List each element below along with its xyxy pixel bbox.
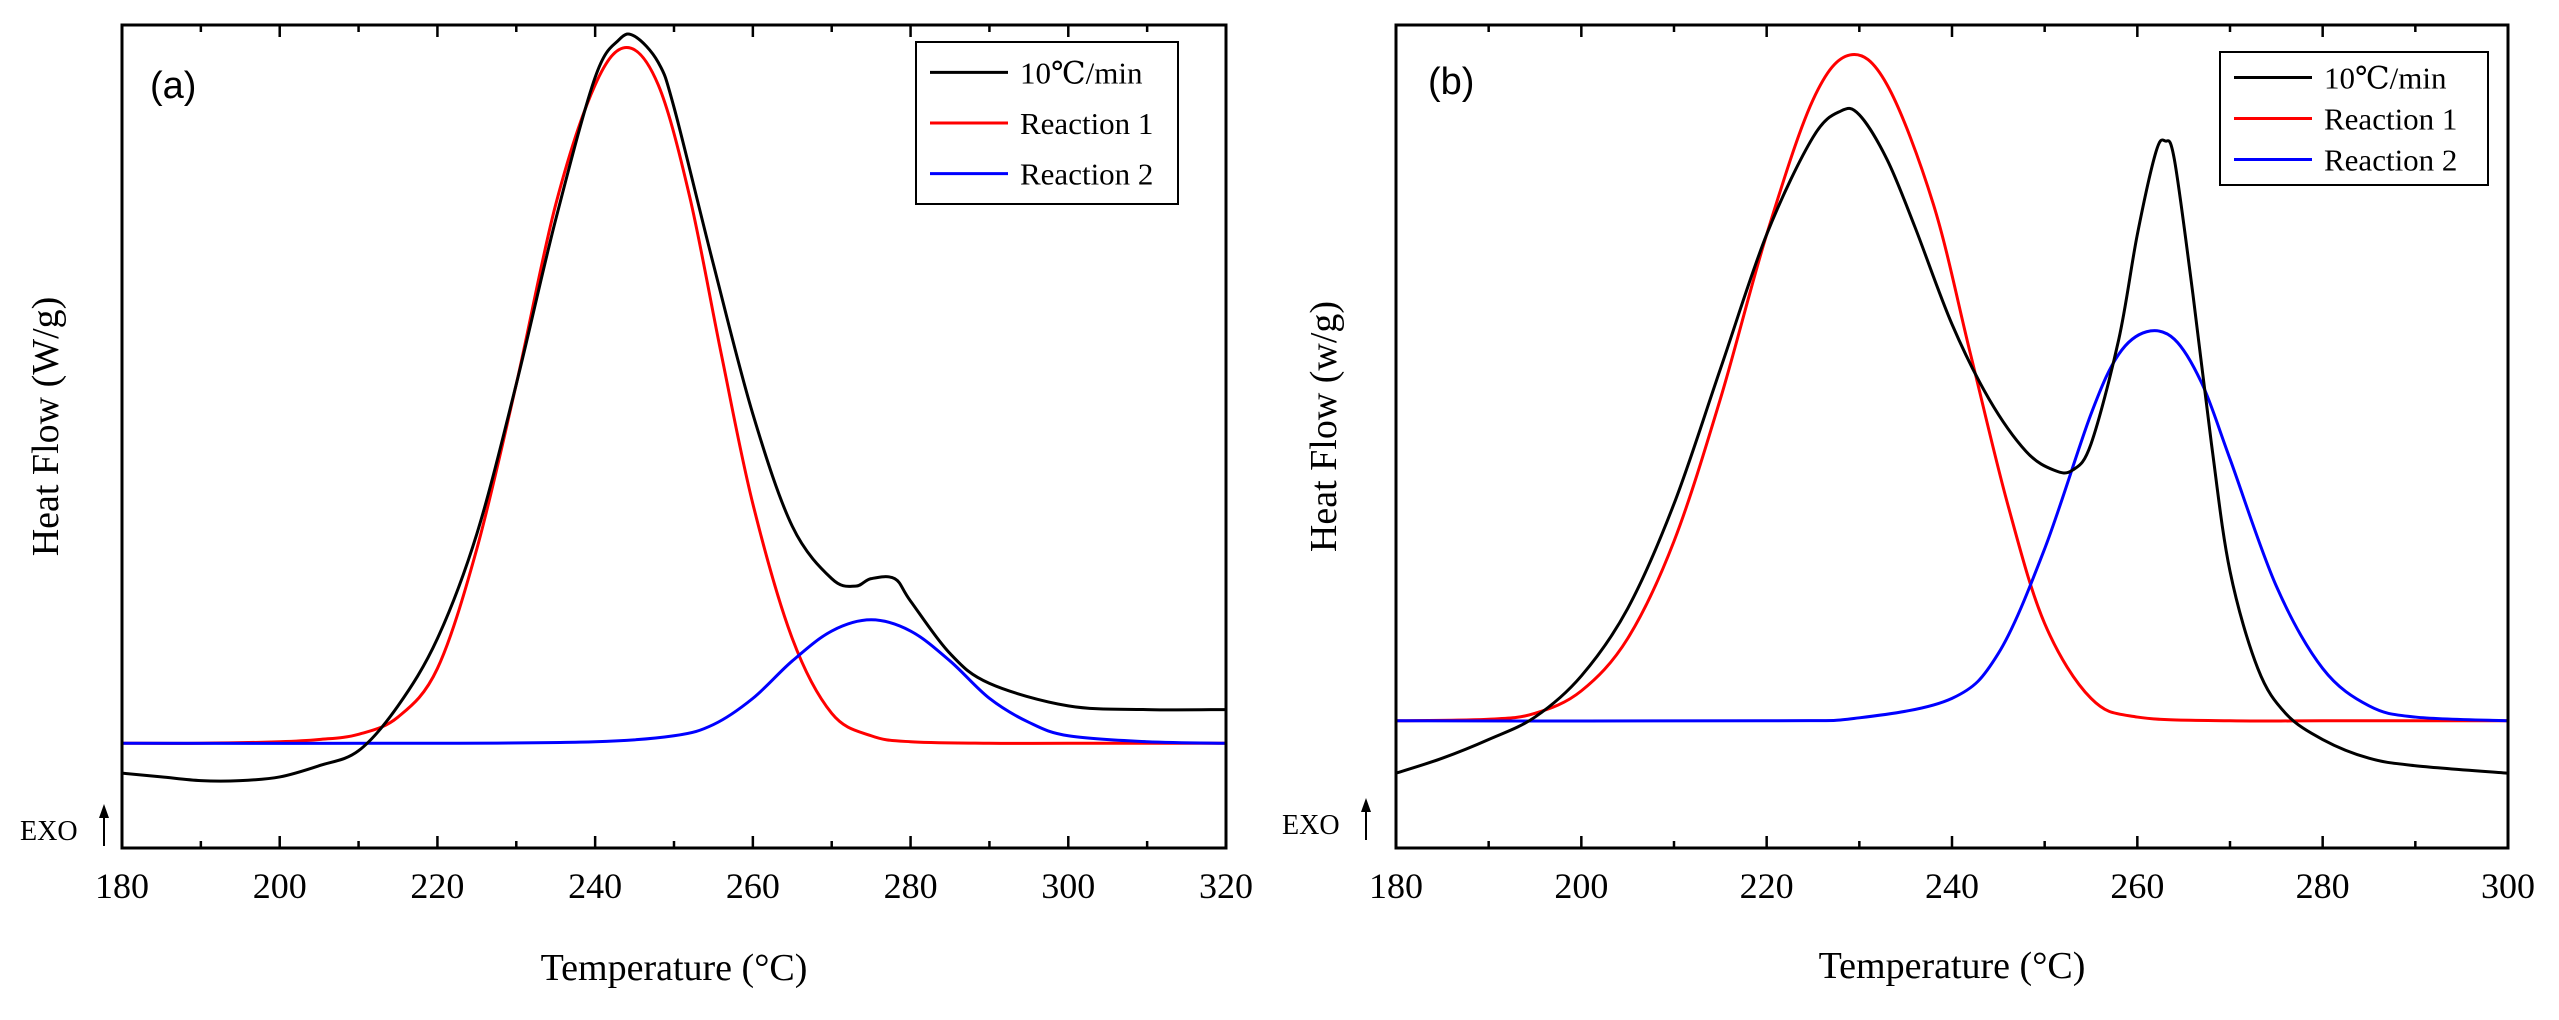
x-tick-label: 320	[1199, 866, 1253, 906]
x-tick-label: 220	[410, 866, 464, 906]
legend-entry: 10℃/min	[2324, 61, 2447, 96]
y-axis-label: Heat Flow (w/g)	[1303, 301, 1345, 552]
legend-entry: Reaction 2	[2324, 143, 2457, 178]
y-axis-label: Heat Flow (W/g)	[25, 297, 67, 557]
series-line-reaction-1	[122, 45, 1226, 745]
x-tick-label: 260	[726, 866, 780, 906]
panel-b: 180 200 220 240 260 280 300 Temperature (°C) Hea…	[1282, 23, 2535, 987]
exo-arrowhead-icon	[99, 804, 109, 818]
x-tick-label: 220	[1740, 866, 1794, 906]
series-line-reaction-2	[1396, 329, 2508, 723]
x-axis-label: Temperature (°C)	[1819, 945, 2086, 987]
x-tick-label: 180	[1369, 866, 1423, 906]
series-line-reaction-1	[1396, 52, 2508, 723]
panel-a: 180 200 220 240 260 280 300 320 Temperature (°C)…	[20, 23, 1253, 989]
legend-entry: Reaction 2	[1020, 157, 1153, 192]
x-tick-label: 240	[568, 866, 622, 906]
series-line-measured	[122, 32, 1226, 783]
x-axis-label: Temperature (°C)	[541, 947, 808, 989]
panel-label: (a)	[150, 65, 196, 107]
legend-entry: Reaction 1	[1020, 106, 1153, 141]
x-tick-label: 200	[253, 866, 307, 906]
series-line-reaction-2	[122, 618, 1226, 745]
x-tick-label: 300	[1041, 866, 1095, 906]
x-tick-label: 240	[1925, 866, 1979, 906]
exo-label: EXO	[1282, 810, 1340, 841]
exo-label: EXO	[20, 816, 78, 847]
plot-area	[122, 32, 1226, 783]
x-tick-label: 260	[2110, 866, 2164, 906]
legend: 10℃/min Reaction 1 Reaction 2	[2219, 51, 2489, 186]
x-tick-label: 280	[884, 866, 938, 906]
plot-area	[1396, 52, 2508, 775]
exo-arrowhead-icon	[1361, 798, 1371, 812]
legend-entry: 10℃/min	[1020, 55, 1143, 90]
legend-entry: Reaction 1	[2324, 102, 2457, 137]
legend-box	[915, 41, 1179, 205]
panel-label: (b)	[1428, 61, 1474, 103]
legend: 10℃/min Reaction 1 Reaction 2	[915, 41, 1179, 205]
series-line-measured	[1396, 106, 2508, 775]
x-tick-label: 180	[95, 866, 149, 906]
x-tick-label: 300	[2481, 866, 2535, 906]
x-tick-label: 280	[2296, 866, 2350, 906]
x-tick-label: 200	[1554, 866, 1608, 906]
